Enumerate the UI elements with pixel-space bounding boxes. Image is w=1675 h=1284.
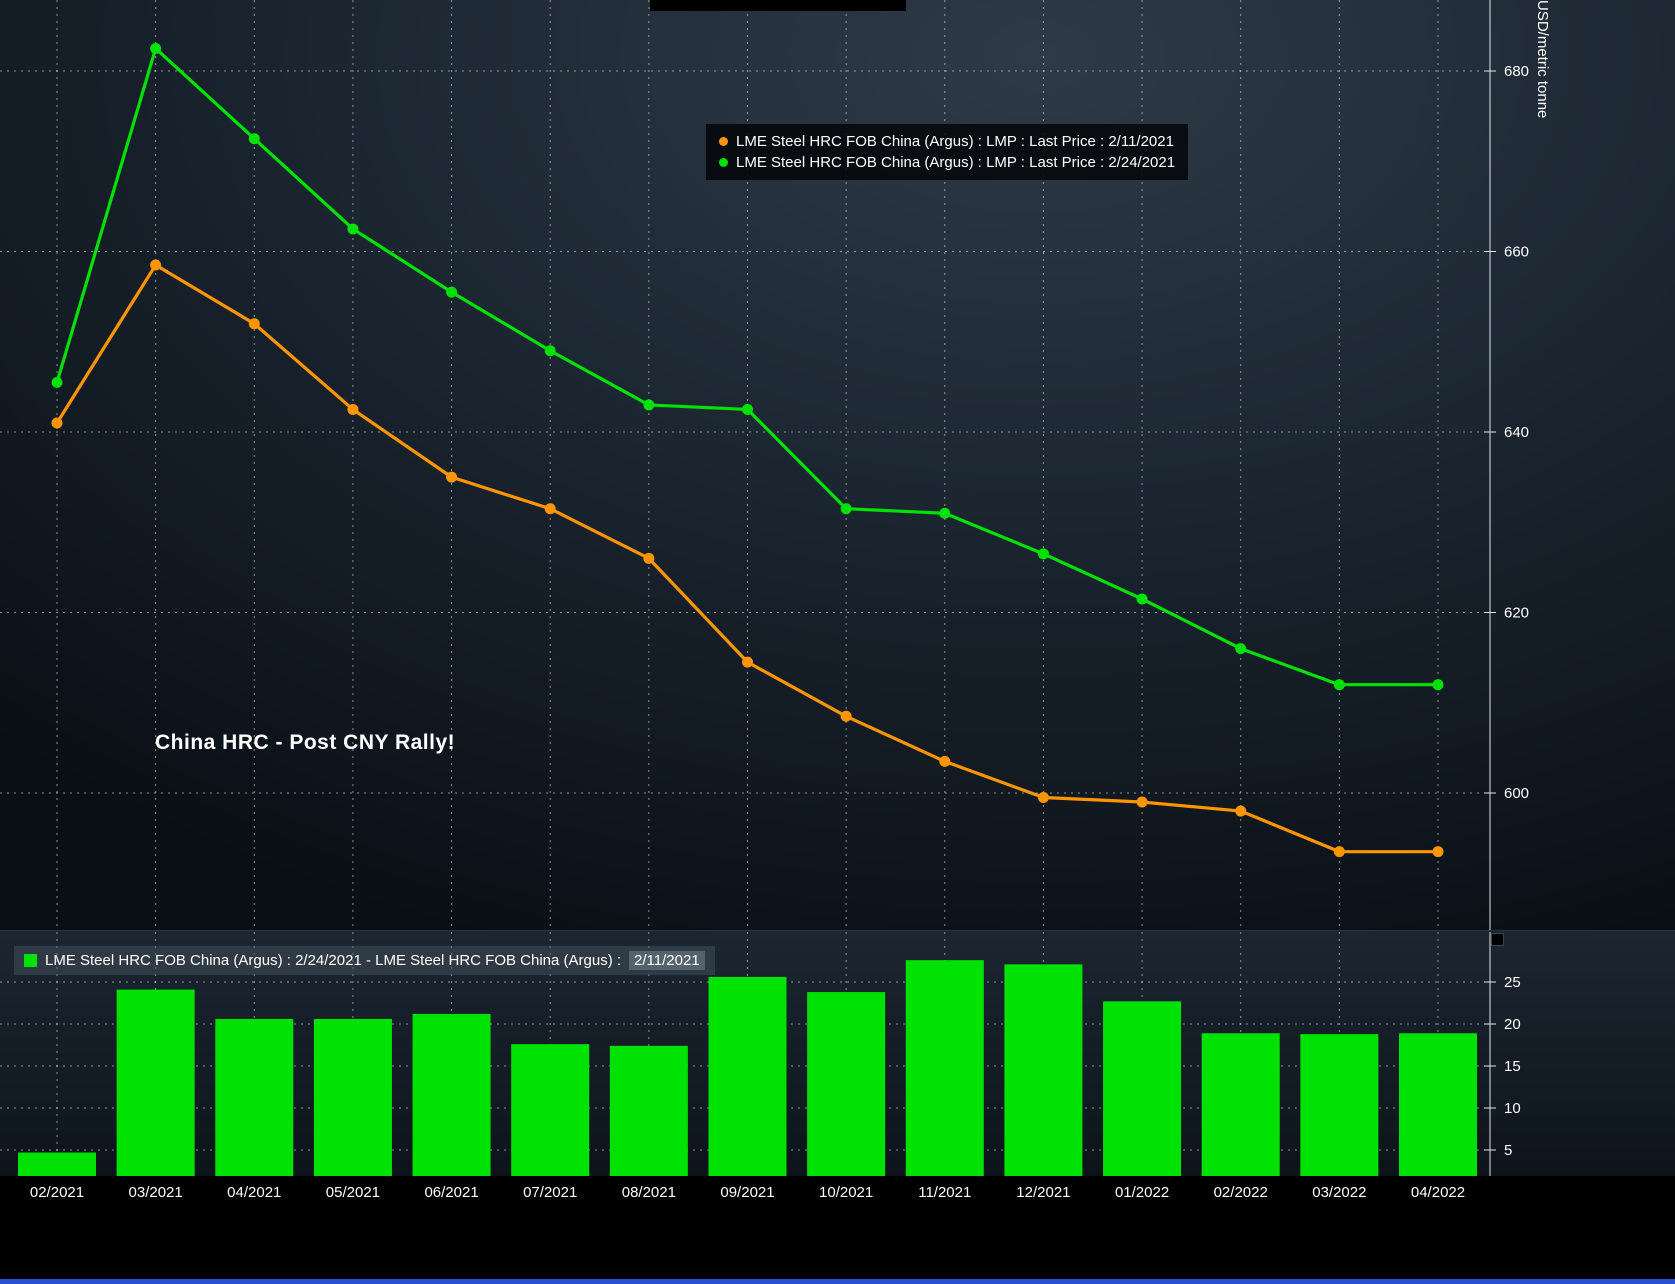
bar-03/2022[interactable] [1300,1034,1379,1192]
axis-tick-label: 03/2021 [129,1184,183,1201]
series-0-point-06/2021[interactable] [446,471,458,483]
series-0-point-07/2021[interactable] [544,503,556,515]
axis-tick-label: 15 [1504,1058,1521,1075]
axis-tick-label: 02/2021 [30,1184,84,1201]
axis-tick-label: 11/2021 [918,1184,971,1201]
green-series-dot-icon [719,158,728,167]
axis-tick-label: 25 [1504,974,1521,991]
series-1-point-10/2021[interactable] [840,503,852,515]
bar-09/2021[interactable] [708,976,787,1192]
series-0-point-02/2021[interactable] [51,417,63,429]
window-top-strip [650,0,906,11]
series-0-point-11/2021[interactable] [939,755,951,767]
axis-tick-label: 04/2022 [1411,1184,1465,1201]
bottom-legend-label: LME Steel HRC FOB China (Argus) : 2/24/2… [45,952,622,969]
legend-item-price-2-24-2021[interactable]: LME Steel HRC FOB China (Argus) : LMP : … [719,152,1175,173]
series-1-point-06/2021[interactable] [446,286,458,298]
axis-tick-label: 640 [1504,424,1529,441]
series-0-point-04/2022[interactable] [1432,846,1444,858]
axis-tick-label: 06/2021 [424,1184,478,1201]
axis-tick-label: 02/2022 [1214,1184,1268,1201]
series-1-point-03/2022[interactable] [1333,679,1345,691]
axis-tick-label: 20 [1504,1016,1521,1033]
series-0-point-12/2021[interactable] [1037,792,1049,804]
series-0-point-01/2022[interactable] [1136,796,1148,808]
series-1-point-09/2021[interactable] [742,403,753,415]
axis-tick-label: 10/2021 [819,1184,873,1201]
bar-03/2021[interactable] [116,989,195,1192]
legend-label: LME Steel HRC FOB China (Argus) : LMP : … [736,154,1176,171]
axis-tick-label: 07/2021 [523,1184,577,1201]
axis-tick-label: 600 [1504,785,1529,802]
axis-tick-label: 12/2021 [1016,1184,1070,1201]
axis-tick-label: 08/2021 [622,1184,676,1201]
axis-tick-label: 09/2021 [720,1184,774,1201]
series-1-point-05/2021[interactable] [347,223,359,235]
series-0-point-10/2021[interactable] [840,710,852,722]
top-legend[interactable]: LME Steel HRC FOB China (Argus) : LMP : … [706,124,1189,180]
bar-04/2022[interactable] [1399,1033,1477,1192]
series-1-point-12/2021[interactable] [1037,548,1049,560]
axis-tick-label: 5 [1504,1142,1512,1159]
bar-05/2021[interactable] [313,1018,392,1192]
axis-tick-label: 10 [1504,1100,1521,1117]
scrollbar-thumb[interactable] [1491,933,1504,946]
bar-01/2022[interactable] [1103,1001,1182,1192]
green-bar-swatch-icon [24,954,37,967]
axis-tick-label: 05/2021 [326,1184,380,1201]
bar-07/2021[interactable] [511,1044,590,1192]
legend-item-price-2-11-2021[interactable]: LME Steel HRC FOB China (Argus) : LMP : … [719,131,1175,152]
series-0-point-09/2021[interactable] [742,656,753,668]
bar-04/2021[interactable] [215,1018,294,1192]
chart-annotation: China HRC - Post CNY Rally! [155,731,456,754]
bar-10/2021[interactable] [807,992,886,1192]
bar-12/2021[interactable] [1004,964,1083,1192]
legend-label: LME Steel HRC FOB China (Argus) : LMP : … [736,133,1174,150]
series-1-point-11/2021[interactable] [939,507,951,519]
axis-tick-label: 620 [1504,605,1529,622]
series-0-point-08/2021[interactable] [643,552,655,564]
bar-08/2021[interactable] [609,1045,688,1192]
series-1-point-01/2022[interactable] [1136,593,1148,605]
y-axis-title: USD/metric tonne [1534,0,1551,119]
series-1-point-03/2021[interactable] [150,42,162,54]
axis-tick-label: 660 [1504,244,1529,261]
bottom-edge-bar [0,1279,1675,1284]
bar-06/2021[interactable] [412,1013,491,1192]
bar-02/2022[interactable] [1201,1033,1280,1192]
series-0-point-02/2022[interactable] [1235,805,1247,817]
bottom-legend[interactable]: LME Steel HRC FOB China (Argus) : 2/24/2… [14,946,715,975]
series-0-point-03/2022[interactable] [1333,846,1345,858]
orange-series-dot-icon [719,137,728,146]
series-0-point-05/2021[interactable] [347,403,359,415]
series-1-point-08/2021[interactable] [643,399,655,411]
axis-tick-label: 01/2022 [1115,1184,1169,1201]
bottom-legend-highlight[interactable]: 2/11/2021 [629,951,705,970]
axis-tick-label: 680 [1504,63,1529,80]
series-0-point-04/2021[interactable] [248,318,260,330]
series-1-point-02/2021[interactable] [51,376,63,388]
series-1-point-04/2021[interactable] [248,133,260,145]
series-0-point-03/2021[interactable] [150,259,162,271]
series-1-point-04/2022[interactable] [1432,679,1444,691]
series-1-point-07/2021[interactable] [544,345,556,357]
bar-11/2021[interactable] [905,960,984,1192]
axis-tick-label: 04/2021 [227,1184,281,1201]
axis-tick-label: 03/2022 [1312,1184,1366,1201]
series-1-point-02/2022[interactable] [1235,643,1247,655]
